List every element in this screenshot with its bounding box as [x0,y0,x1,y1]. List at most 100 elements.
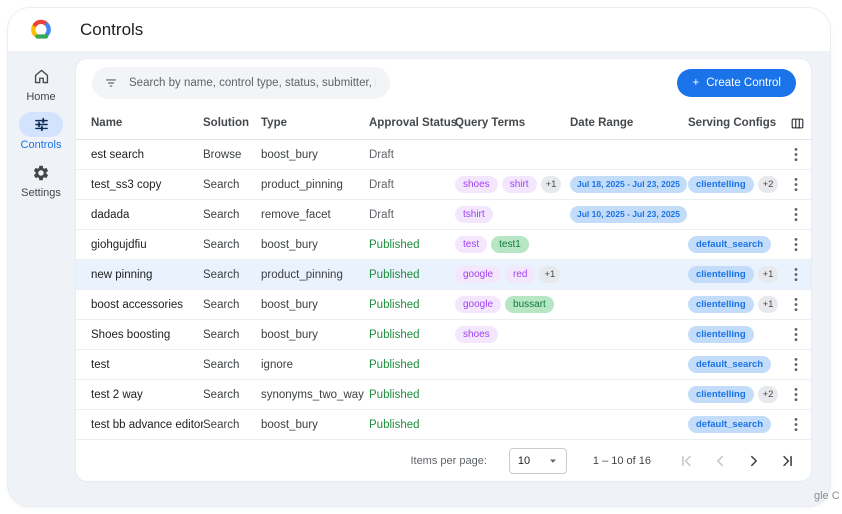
cell-query-terms: tshirt [455,206,570,223]
search-bar[interactable] [92,67,390,99]
row-menu-button[interactable] [788,355,804,374]
kebab-icon [794,357,798,372]
pagination-controls [679,454,795,468]
table-footer: Items per page: 10 1 – 10 of 16 [76,440,811,481]
controls-table-card: + Create Control Name Solution Type Appr… [75,58,812,482]
table-row[interactable]: test bb advance editor Search boost_bury… [76,410,811,440]
last-page-button[interactable] [781,454,795,468]
table-row[interactable]: test 2 way Search synonyms_two_way Publi… [76,380,811,410]
cell-date-range: Jul 18, 2025 - Jul 23, 2025 [570,176,688,193]
table-row[interactable]: est search Browse boost_bury Draft [76,140,811,170]
cell-type: boost_bury [261,148,318,161]
table-row[interactable]: test_ss3 copy Search product_pinning Dra… [76,170,811,200]
chip-count: +2 [757,386,779,403]
cell-serving-configs: default_search [688,236,788,253]
cell-approval-status: Published [369,238,420,251]
cell-query-terms: shoes [455,326,570,343]
plus-icon: + [692,77,700,89]
cell-solution: Search [203,238,240,251]
table-header-row: Name Solution Type Approval Status Query… [76,107,811,140]
table-toolbar: + Create Control [76,59,811,107]
cell-name: giohgujdfiu [91,238,147,251]
row-menu-button[interactable] [788,415,804,434]
cell-type: boost_bury [261,238,318,251]
filter-icon [104,76,118,90]
search-input[interactable] [127,76,378,90]
row-menu-button[interactable] [788,295,804,314]
row-menu-button[interactable] [788,175,804,194]
cell-serving-configs: clientelling +2 [688,176,788,193]
chip-blue: clientelling [688,176,754,193]
table-row[interactable]: giohgujdfiu Search boost_bury Published … [76,230,811,260]
cell-serving-configs: clientelling +1 [688,296,788,313]
cell-serving-configs: clientelling +1 [688,266,788,283]
column-header-type: Type [261,117,287,129]
table-row[interactable]: boost accessories Search boost_bury Publ… [76,290,811,320]
previous-page-button[interactable] [713,454,727,468]
kebab-icon [794,147,798,162]
cell-solution: Search [203,418,240,431]
chip-blue: default_search [688,236,772,253]
page-size-select[interactable]: 10 [508,448,567,474]
cell-name: Shoes boosting [91,328,171,341]
first-page-button[interactable] [679,454,693,468]
cell-type: boost_bury [261,418,318,431]
chip-green: test1 [491,236,529,253]
cell-date-range: Jul 10, 2025 - Jul 23, 2025 [570,206,688,223]
cell-query-terms: google red +1 [455,265,570,284]
table-row[interactable]: new pinning Search product_pinning Publi… [76,260,811,290]
next-page-button[interactable] [747,454,761,468]
cell-name: est search [91,148,145,161]
row-menu-button[interactable] [788,145,804,164]
cell-name: test 2 way [91,388,143,401]
table-row[interactable]: test Search ignore Published default_sea… [76,350,811,380]
sidebar-item-home[interactable]: Home [11,64,71,103]
row-menu-button[interactable] [788,205,804,224]
chevron-left-icon [713,454,727,468]
columns-icon [790,116,805,131]
cell-name: test [91,358,110,371]
first-page-icon [679,454,693,468]
kebab-icon [794,417,798,432]
row-menu-button[interactable] [788,325,804,344]
app-header: Controls [8,8,830,52]
cell-query-terms: google bussart [455,296,570,313]
chip-purple: test [455,236,488,253]
sidebar-item-settings[interactable]: Settings [11,160,71,199]
chip-purple: shoes [455,326,498,343]
chip-count: +1 [757,296,779,313]
create-control-label: Create Control [706,77,781,89]
chip-count: +1 [539,265,561,283]
cell-type: product_pinning [261,178,343,191]
cell-solution: Browse [203,148,242,161]
table-row[interactable]: Shoes boosting Search boost_bury Publish… [76,320,811,350]
chip-blue: clientelling [688,296,754,313]
sidebar-item-controls[interactable]: Controls [11,112,71,151]
kebab-icon [794,207,798,222]
kebab-icon [794,327,798,342]
column-header-name: Name [91,117,123,129]
page-size-value: 10 [517,455,531,467]
kebab-icon [794,387,798,402]
table-row[interactable]: dadada Search remove_facet Draft tshirt … [76,200,811,230]
cell-solution: Search [203,388,240,401]
cell-solution: Search [203,208,240,221]
sidebar-item-label: Home [26,91,56,103]
cell-name: test_ss3 copy [91,178,162,191]
row-menu-button[interactable] [788,235,804,254]
create-control-button[interactable]: + Create Control [677,69,796,97]
chip-purple: red [505,266,536,284]
row-menu-button[interactable] [788,385,804,404]
chip-purple: google [455,266,502,284]
cell-solution: Search [203,328,240,341]
sidebar-item-label: Controls [20,139,62,151]
column-header-serving-configs: Serving Configs [688,117,777,129]
cell-name: test bb advance editor [91,418,203,431]
cell-name: new pinning [91,268,153,281]
chip-blue: default_search [688,416,772,433]
kebab-icon [794,237,798,252]
column-settings-button[interactable] [788,114,807,133]
sidebar-item-label: Settings [21,187,61,199]
row-menu-button[interactable] [788,265,804,284]
chip-date: Jul 18, 2025 - Jul 23, 2025 [570,176,688,193]
